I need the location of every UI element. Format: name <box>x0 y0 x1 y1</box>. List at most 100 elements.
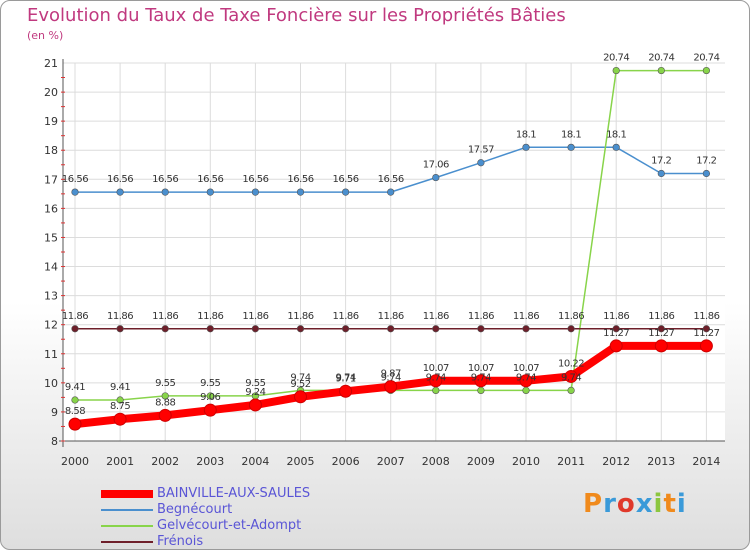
series-point <box>161 188 169 196</box>
legend-swatch <box>101 490 153 498</box>
data-label: 18.1 <box>561 129 581 140</box>
data-label: 8.75 <box>110 401 130 412</box>
series-point <box>432 325 440 333</box>
x-tick-label: 2009 <box>467 455 495 468</box>
series-point <box>477 159 485 167</box>
data-label: 11.86 <box>513 311 539 322</box>
data-label: 10.22 <box>558 358 584 369</box>
x-tick-label: 2004 <box>241 455 269 468</box>
series-point <box>71 325 79 333</box>
x-tick-label: 2006 <box>332 455 360 468</box>
data-label: 9.74 <box>381 372 401 383</box>
data-label: 11.86 <box>378 311 404 322</box>
logo-letter: i <box>676 489 687 519</box>
data-label: 16.56 <box>242 174 268 185</box>
y-tick-label: 13 <box>44 290 58 303</box>
legend-item: BAINVILLE-AUX-SAULES <box>101 486 361 502</box>
data-label: 11.86 <box>62 311 88 322</box>
data-label: 16.56 <box>107 174 133 185</box>
data-label: 10.07 <box>423 363 449 374</box>
series-point <box>71 188 79 196</box>
y-tick-label: 14 <box>44 261 58 274</box>
series-point <box>519 374 533 388</box>
data-label: 20.74 <box>693 53 719 64</box>
y-tick-label: 17 <box>44 173 58 186</box>
data-label: 11.86 <box>152 311 178 322</box>
data-label: 16.56 <box>333 174 359 185</box>
y-tick-label: 10 <box>44 377 58 390</box>
series-point <box>702 66 711 75</box>
y-tick-label: 8 <box>51 435 58 448</box>
series-point <box>161 392 169 400</box>
y-tick-label: 19 <box>44 115 58 128</box>
data-label: 11.86 <box>693 311 719 322</box>
data-label: 16.56 <box>378 174 404 185</box>
legend-label: Begnécourt <box>157 502 233 517</box>
data-label: 9.74 <box>471 372 491 383</box>
data-label: 11.86 <box>107 311 133 322</box>
data-label: 8.88 <box>155 397 175 408</box>
logo-letter: i <box>653 489 664 519</box>
series-point <box>522 386 530 395</box>
data-label: 9.24 <box>245 387 265 398</box>
legend-swatch <box>101 525 153 527</box>
data-label: 11.86 <box>468 311 494 322</box>
data-label: 11.27 <box>603 328 629 339</box>
series-point <box>567 143 575 151</box>
data-label: 9.55 <box>245 378 265 389</box>
x-tick-label: 2002 <box>151 455 179 468</box>
data-label: 20.74 <box>603 53 629 64</box>
data-label: 16.56 <box>197 174 223 185</box>
series-point <box>612 143 620 151</box>
data-label: 11.27 <box>648 328 674 339</box>
series-point <box>384 380 398 394</box>
data-label: 10.07 <box>468 363 494 374</box>
data-label: 9.74 <box>426 372 446 383</box>
data-label: 9.74 <box>516 372 536 383</box>
y-tick-label: 12 <box>44 319 58 332</box>
series-point <box>296 188 305 196</box>
data-label: 11.86 <box>242 311 268 322</box>
x-tick-label: 2005 <box>287 455 315 468</box>
y-tick-label: 20 <box>44 86 58 99</box>
data-label: 16.56 <box>152 174 178 185</box>
series-point <box>387 188 395 196</box>
series-point <box>477 386 485 395</box>
y-tick-label: 15 <box>44 231 58 244</box>
series-point <box>116 396 124 404</box>
chart-subtitle: (en %) <box>27 29 64 42</box>
series-point <box>251 188 259 196</box>
series-point <box>339 384 353 398</box>
y-tick-label: 16 <box>44 202 58 215</box>
series-point <box>161 325 169 333</box>
series-point <box>702 169 711 178</box>
series-point <box>432 173 440 182</box>
data-label: 16.56 <box>287 174 313 185</box>
series-point <box>522 143 530 151</box>
series-point <box>294 390 307 404</box>
series-point <box>477 325 485 333</box>
data-label: 9.87 <box>381 369 401 380</box>
data-label: 9.74 <box>290 372 310 383</box>
data-label: 16.56 <box>62 174 88 185</box>
data-label: 18.1 <box>516 129 536 140</box>
data-label: 20.74 <box>648 53 674 64</box>
legend-label: Frénois <box>157 534 204 549</box>
plot-area <box>63 63 725 441</box>
series-point <box>251 325 259 333</box>
series-point <box>657 169 665 178</box>
x-tick-label: 2008 <box>422 455 450 468</box>
series-point <box>432 386 440 395</box>
x-tick-label: 2000 <box>61 455 89 468</box>
y-tick-label: 18 <box>44 144 58 157</box>
series-point <box>474 374 488 388</box>
x-tick-label: 2012 <box>602 455 630 468</box>
series-point <box>429 374 443 388</box>
series-point <box>699 339 713 353</box>
series-point <box>206 188 214 196</box>
data-label: 18.1 <box>606 129 626 140</box>
logo-letter: o <box>616 489 636 519</box>
data-label: 9.41 <box>65 382 85 393</box>
data-label: 9.06 <box>200 392 220 403</box>
